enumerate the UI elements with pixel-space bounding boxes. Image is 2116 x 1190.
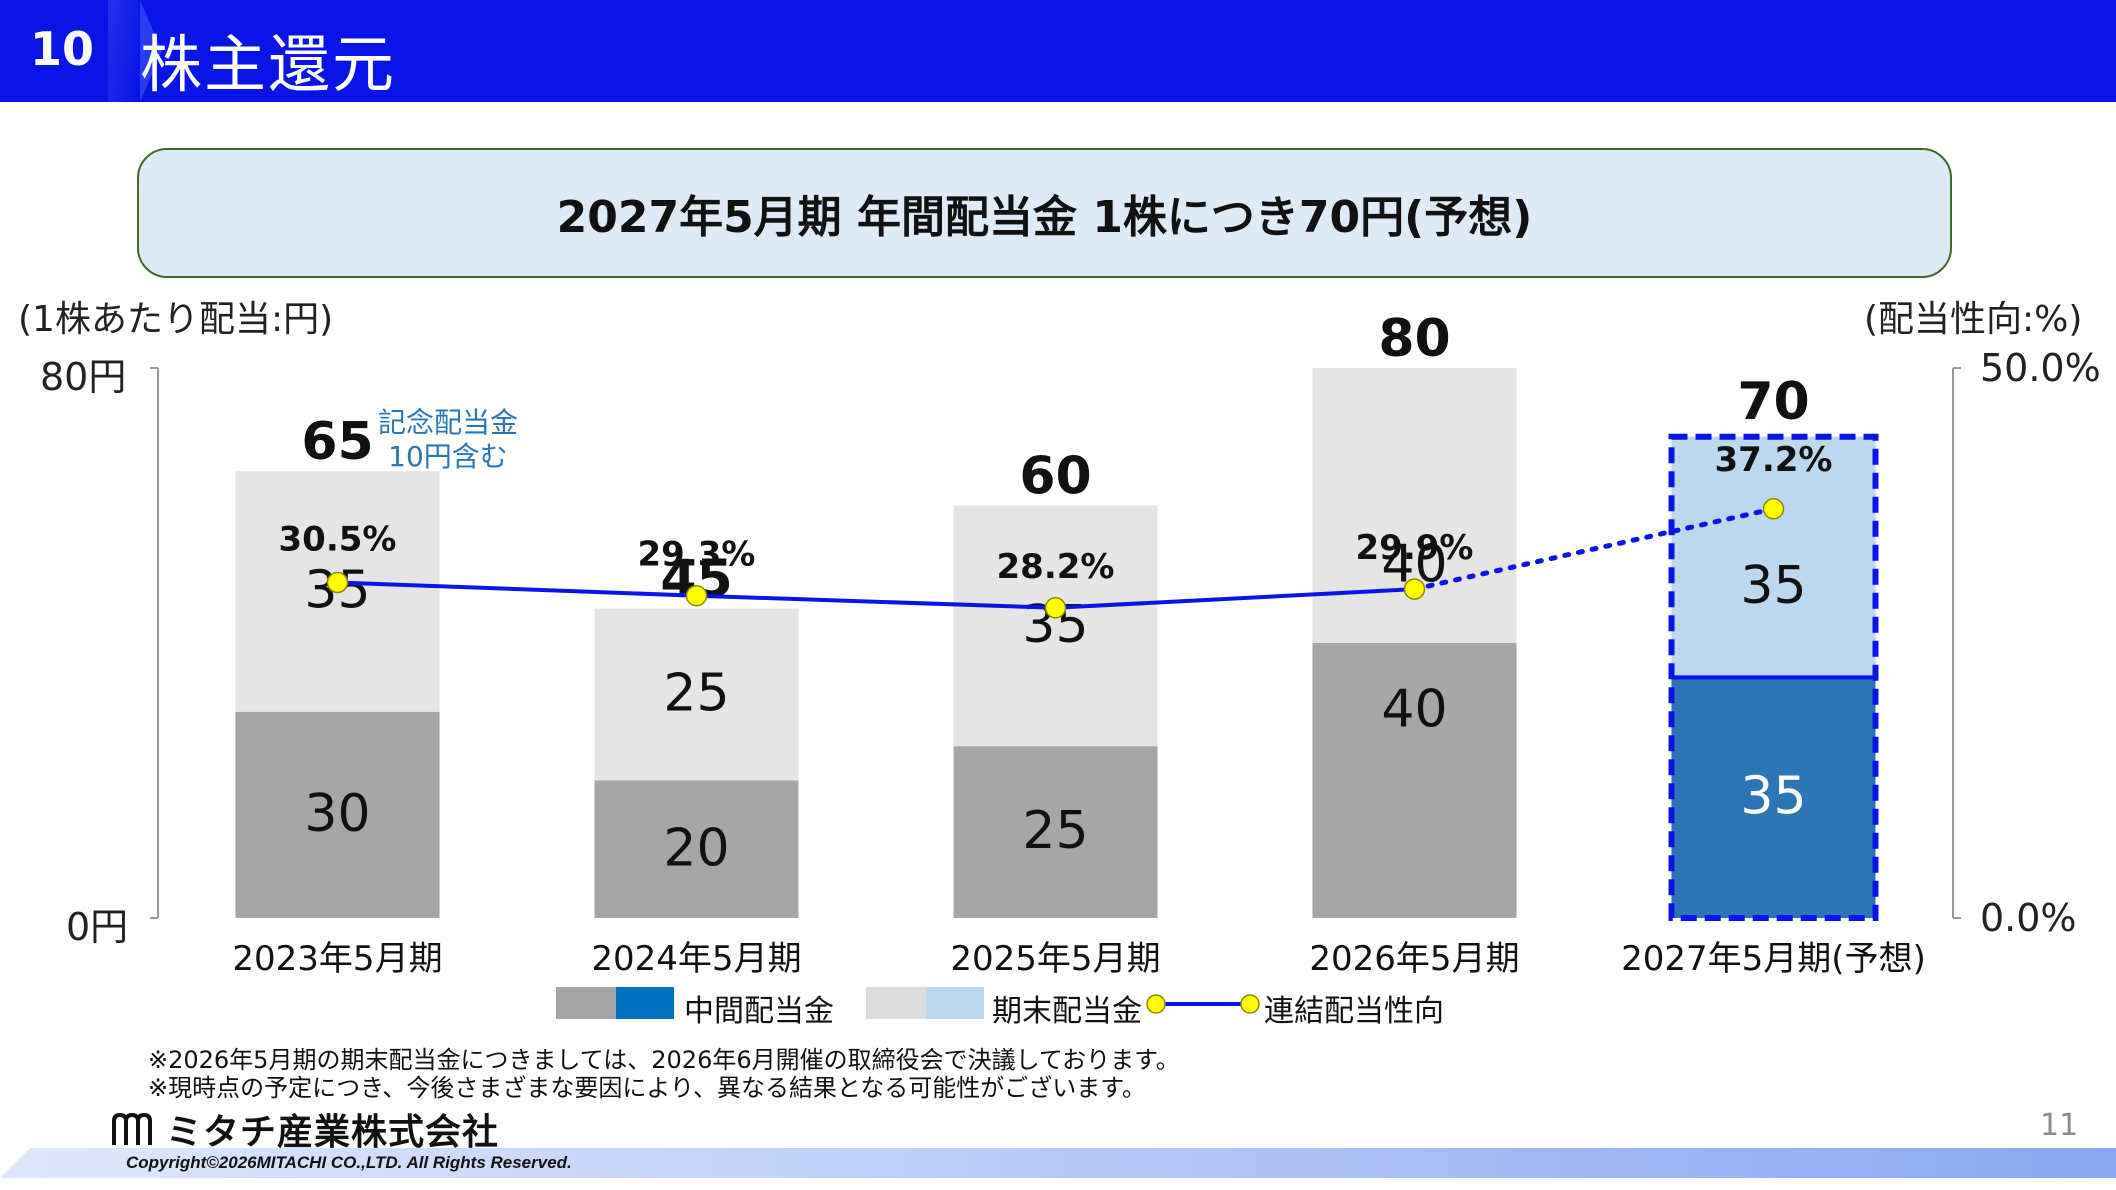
ratio-line-forecast — [1412, 506, 1776, 592]
footnote-1: ※2026年5月期の期末配当金につきましては、2026年6月開催の取締役会で決議… — [148, 1046, 1180, 1074]
bar-interim-1 — [594, 780, 799, 918]
bar-interim-label-4: 35 — [1740, 767, 1806, 827]
ratio-label-1: 29.3% — [638, 535, 756, 575]
ratio-label-4: 37.2% — [1715, 440, 1833, 480]
annotation-line-2: 10円含む — [388, 440, 508, 473]
right-axis-unit: (配当性向:%) — [1864, 299, 2083, 340]
bar-total-label-2: 60 — [1019, 447, 1091, 507]
left-tick-bottom: 0円 — [66, 905, 129, 949]
bar-interim-2 — [953, 746, 1158, 918]
bar-final-3 — [1312, 368, 1517, 643]
category-label-3: 2026年5月期 — [1309, 939, 1519, 979]
category-label-4: 2027年5月期(予想) — [1621, 939, 1926, 979]
bar-total-label-4: 70 — [1737, 372, 1809, 432]
bar-final-label-4: 35 — [1740, 556, 1806, 616]
ratio-label-2: 28.2% — [997, 547, 1115, 587]
chart-axes — [150, 367, 1961, 919]
legend-final-label: 期末配当金 — [992, 994, 1142, 1029]
right-tick-bottom: 0.0% — [1980, 896, 2077, 940]
header-bar: 10 株主還元 — [0, 0, 2116, 102]
legend-interim-swatch-gray — [556, 987, 616, 1019]
bar-total-label-0: 65 — [301, 412, 373, 472]
ratio-point-4 — [1762, 498, 1785, 520]
section-number: 10 — [30, 22, 95, 76]
category-label-1: 2024年5月期 — [591, 939, 801, 979]
ratio-line-actual — [337, 580, 1415, 610]
annotation-line-1: 記念配当金 — [378, 406, 518, 439]
bar-forecast-outline — [1668, 433, 1879, 921]
legend-interim-label: 中間配当金 — [684, 994, 834, 1029]
ratio-point-0 — [326, 571, 349, 594]
dividend-banner: 2027年5月期 年間配当金 1株につき70円(予想) — [137, 148, 1952, 278]
legend-ratio-label: 連結配当性向 — [1264, 994, 1444, 1029]
bar-final-2 — [953, 505, 1158, 747]
legend-final-swatch-blue — [926, 987, 984, 1019]
bar-interim-label-3: 40 — [1381, 680, 1447, 740]
company-logo: ミタチ産業株式会社 — [110, 1108, 499, 1153]
bar-final-1 — [594, 608, 799, 781]
legend-ratio-line-icon — [1146, 994, 1260, 1014]
bar-interim-4 — [1671, 677, 1876, 918]
copyright-text: Copyright©2026MITACHI CO.,LTD. All Right… — [126, 1153, 572, 1172]
category-label-2: 2025年5月期 — [950, 939, 1160, 979]
bar-total-label-3: 80 — [1378, 309, 1450, 369]
page-number: 11 — [2040, 1108, 2079, 1143]
bar-interim-label-2: 25 — [1022, 801, 1088, 861]
category-label-0: 2023年5月期 — [232, 939, 442, 979]
page-title: 株主還元 — [140, 28, 397, 101]
chart-ratio-line: 30.5% 29.3% 28.2% 29.9% 37.2% — [279, 440, 1833, 619]
bar-final-label-1: 25 — [663, 664, 729, 724]
header-divider — [108, 0, 138, 102]
left-tick-top: 80円 — [40, 355, 127, 399]
ratio-label-3: 29.9% — [1356, 528, 1474, 568]
footnote-2: ※現時点の予定につき、今後さまざまな要因により、異なる結果となる可能性がございま… — [148, 1074, 1146, 1102]
footer-bar — [0, 1148, 2116, 1178]
bar-interim-label-1: 20 — [663, 818, 729, 878]
bar-interim-label-0: 30 — [304, 784, 370, 844]
right-tick-top: 50.0% — [1980, 346, 2101, 390]
ratio-point-3 — [1403, 578, 1426, 600]
legend-final-swatch-gray — [866, 987, 926, 1019]
ratio-point-1 — [685, 584, 708, 607]
company-name: ミタチ産業株式会社 — [166, 1112, 500, 1153]
chart-bars — [235, 368, 1879, 921]
chart-category-labels: 2023年5月期 2024年5月期 2025年5月期 2026年5月期 2027年5月期… — [232, 939, 1925, 979]
legend-interim-swatch-blue — [616, 987, 674, 1019]
bar-interim-3 — [1312, 643, 1517, 918]
company-logo-mark — [112, 1112, 152, 1145]
bar-interim-0 — [235, 711, 440, 918]
ratio-label-0: 30.5% — [279, 520, 397, 560]
bar-final-4 — [1671, 436, 1876, 678]
ratio-point-2 — [1044, 597, 1067, 619]
left-axis-unit: (1株あたり配当:円) — [18, 299, 334, 340]
banner-text: 2027年5月期 年間配当金 1株につき70円(予想) — [556, 192, 1533, 243]
